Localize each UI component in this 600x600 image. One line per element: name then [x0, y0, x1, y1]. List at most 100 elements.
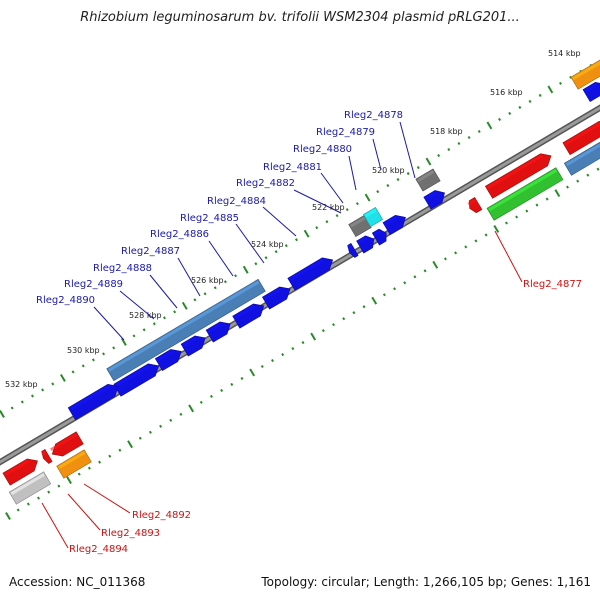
gene-feature-blue[interactable] [154, 349, 182, 372]
outer-tick [486, 121, 493, 130]
gene-feature-highlight [58, 451, 86, 469]
gene-feature-green[interactable] [486, 167, 564, 221]
gene-feature-blue[interactable] [287, 257, 334, 291]
inner-tick [188, 404, 194, 413]
outer-tick [234, 274, 238, 278]
outer-tick [447, 147, 451, 152]
gene-feature-red[interactable] [468, 196, 483, 214]
gene-feature-red[interactable] [51, 431, 84, 457]
inner-tick [535, 203, 539, 207]
gene-label: Rleg2_4885 [180, 213, 239, 224]
gene-feature-blue[interactable] [180, 335, 206, 357]
inner-tick [545, 197, 549, 201]
outer-tick [102, 352, 106, 356]
gene-feature-lightgray[interactable] [8, 471, 52, 505]
inner-tick [371, 296, 378, 305]
gene-feature-highlight [108, 280, 260, 372]
leader-line [83, 483, 131, 514]
outer-tick [345, 208, 349, 212]
gene-feature-blue[interactable] [113, 363, 160, 397]
inner-tick [566, 185, 569, 189]
gene-feature-blue[interactable] [582, 81, 600, 103]
outer-tick [120, 337, 127, 346]
leader-line [208, 240, 234, 277]
gene-label: Rleg2_4890 [36, 295, 95, 306]
outer-tick [142, 328, 146, 332]
inner-tick [291, 347, 295, 351]
leader-line [177, 257, 201, 297]
outer-tick [518, 105, 522, 109]
outer-tick [477, 129, 481, 134]
gene-feature-gray[interactable] [415, 168, 441, 192]
inner-tick [37, 496, 40, 500]
gene-feature-blue[interactable] [205, 321, 231, 343]
inner-tick [98, 460, 102, 464]
outer-tick [173, 310, 177, 314]
inner-tick [464, 245, 468, 249]
gene-label: Rleg2_4893 [101, 528, 160, 539]
gene-feature-blue[interactable] [67, 383, 119, 421]
inner-tick [5, 512, 11, 520]
gene-feature-blue[interactable] [382, 214, 406, 236]
inner-tick [199, 400, 203, 404]
outer-tick [569, 75, 573, 79]
gene-feature-highlight [357, 236, 368, 244]
inner-tick [454, 251, 458, 255]
outer-tick [396, 178, 400, 182]
inner-tick [443, 257, 447, 261]
outer-tick [203, 292, 207, 296]
gene-label: Rleg2_4889 [64, 279, 123, 290]
gene-feature-highlight [564, 122, 600, 146]
outer-tick [51, 382, 55, 386]
gene-label: Rleg2_4884 [207, 196, 266, 207]
outer-tick [132, 334, 136, 338]
outer-tick [528, 99, 532, 103]
outer-tick [242, 265, 249, 274]
outer-tick [181, 301, 188, 310]
inner-tick [576, 179, 580, 183]
outer-tick [498, 117, 502, 122]
outer-tick [303, 229, 310, 238]
gene-feature-highlight [384, 216, 398, 226]
inner-tick [220, 388, 224, 392]
gene-feature-highlight [584, 83, 598, 93]
gene-feature-orange[interactable] [56, 449, 92, 479]
gene-feature-highlight [50, 433, 78, 451]
gene-label: Rleg2_4888 [93, 263, 152, 274]
gene-feature-highlight [234, 304, 256, 319]
inner-tick [525, 209, 529, 213]
topology-text: Topology: circular; Length: 1,266,105 bp… [261, 575, 591, 589]
kbp-label: 532 kbp [5, 380, 38, 389]
map-title: Rhizobium leguminosarum bv. trifolii WSM… [80, 10, 520, 25]
outer-tick [20, 400, 24, 404]
inner-tick-track [5, 167, 600, 520]
leader-line [235, 223, 265, 264]
outer-tick [274, 250, 278, 254]
inner-tick [586, 173, 590, 177]
gene-feature-highlight [115, 364, 151, 388]
outer-tick [325, 220, 329, 224]
inner-tick [352, 311, 356, 315]
outer-tick [425, 157, 432, 166]
inner-tick [413, 275, 417, 279]
gene-feature-highlight [263, 287, 282, 300]
inner-tick [240, 376, 244, 381]
gene-feature-highlight [572, 61, 600, 81]
gene-feature-highlight [69, 385, 110, 411]
gene-feature-cyan[interactable] [362, 206, 384, 228]
inner-tick [515, 215, 519, 219]
gene-feature-red[interactable] [41, 448, 53, 464]
gene-feature-steelblue[interactable] [106, 278, 266, 382]
inner-tick [87, 466, 91, 470]
gene-feature-red[interactable] [484, 153, 552, 199]
gene-feature-blue[interactable] [423, 190, 445, 210]
gene-feature-blue[interactable] [232, 303, 265, 329]
gene-feature-red[interactable] [2, 458, 38, 486]
gene-feature-gray[interactable] [348, 214, 372, 238]
inner-tick [301, 341, 305, 345]
kbp-label: 530 kbp [67, 346, 100, 355]
gene-feature-blue[interactable] [261, 286, 291, 310]
gene-label: Rleg2_4880 [293, 144, 352, 155]
leader-line [293, 189, 342, 214]
inner-tick [271, 358, 274, 363]
